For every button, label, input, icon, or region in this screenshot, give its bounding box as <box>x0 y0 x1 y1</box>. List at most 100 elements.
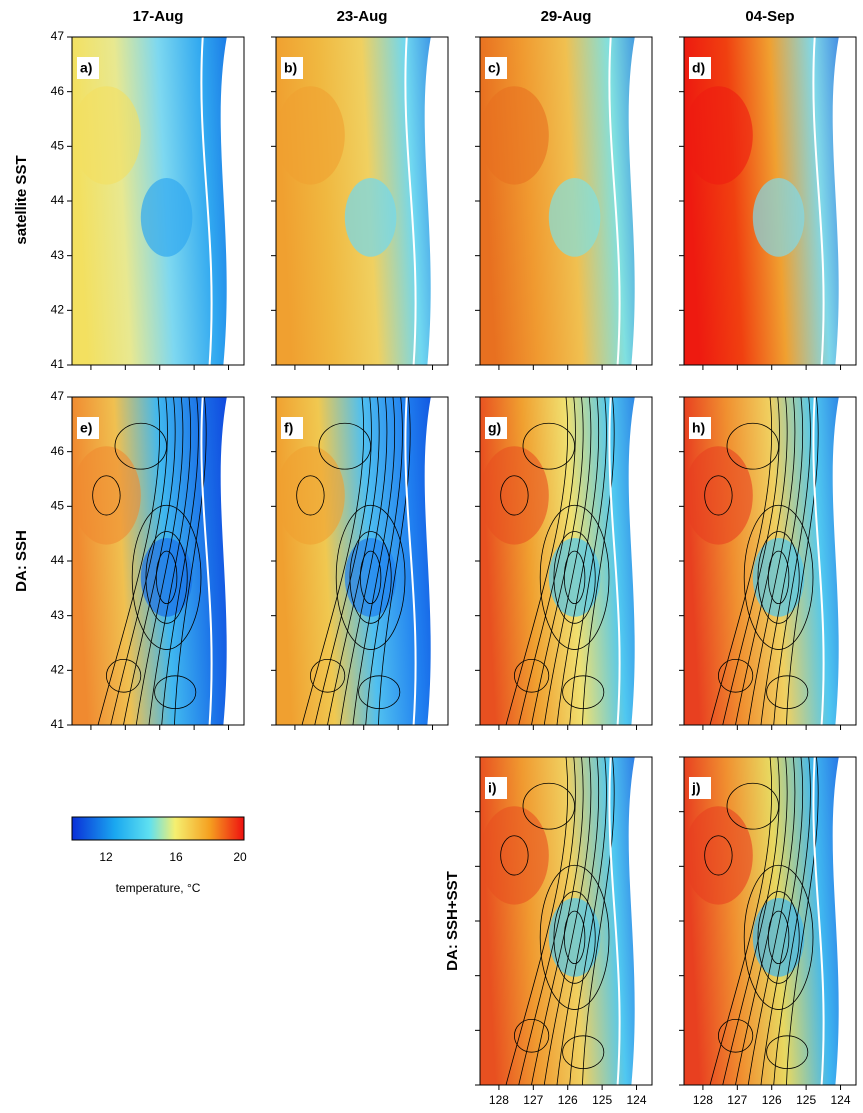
cold-eddy <box>548 538 601 617</box>
contour <box>327 397 380 725</box>
panel-label: e) <box>80 420 92 436</box>
x-tick-label: 125 <box>796 1093 816 1107</box>
y-tick-label: 41 <box>51 717 65 731</box>
contour <box>757 891 800 984</box>
contour <box>518 397 576 725</box>
cold-eddy <box>140 538 193 617</box>
coastline <box>200 397 213 725</box>
contour <box>513 1019 550 1053</box>
panel-label: g) <box>488 420 501 436</box>
contour <box>365 397 403 725</box>
x-tick-label: 126 <box>558 1093 578 1107</box>
contour <box>726 782 779 830</box>
warm-patch <box>72 86 141 185</box>
contour <box>114 422 167 470</box>
panel-label-box <box>485 417 507 439</box>
contour <box>709 397 773 725</box>
contour <box>556 397 600 725</box>
contour <box>704 475 733 516</box>
contour <box>563 550 586 605</box>
map-image <box>684 757 856 1085</box>
contour <box>513 658 550 693</box>
map-panel: a) 47 46 45 44 43 42 41 <box>51 29 245 371</box>
panel-label: a) <box>80 60 92 76</box>
contour <box>735 397 788 725</box>
contour <box>760 757 804 1085</box>
contour <box>760 397 804 725</box>
contour <box>145 531 188 624</box>
warm-patch <box>72 446 141 545</box>
cold-eddy <box>548 178 601 257</box>
contour <box>318 422 371 470</box>
contour <box>773 397 811 725</box>
panel-label: b) <box>284 60 297 76</box>
contour <box>522 782 575 830</box>
contour <box>135 397 184 725</box>
contour <box>155 550 178 605</box>
y-tick-label: 47 <box>51 29 65 43</box>
cold-eddy <box>344 538 397 617</box>
contour <box>722 397 780 725</box>
land <box>628 757 652 1085</box>
warm-patch <box>480 806 549 905</box>
contour <box>522 422 575 470</box>
map-image <box>72 397 244 725</box>
warm-patch <box>480 446 549 545</box>
y-tick-label: 46 <box>51 444 65 458</box>
x-tick-label: 127 <box>727 1093 747 1107</box>
colorbar-label: temperature, °C <box>116 881 201 895</box>
contour <box>335 504 406 650</box>
map-image <box>684 397 856 725</box>
y-tick-label: 45 <box>51 139 65 153</box>
panel-label: c) <box>488 60 500 76</box>
y-tick-label: 43 <box>51 248 65 262</box>
contour <box>743 504 814 650</box>
contour <box>500 835 529 876</box>
map-panel: j) 128 127 126 125 124 <box>679 756 857 1107</box>
y-tick-label: 46 <box>51 84 65 98</box>
contour <box>735 757 788 1085</box>
coastline <box>404 37 417 365</box>
contour <box>726 422 779 470</box>
panel-label-box <box>77 57 99 79</box>
cold-eddy <box>752 178 805 257</box>
contour <box>92 475 121 516</box>
colorbar-tick-label: 20 <box>233 850 247 864</box>
land <box>628 397 652 725</box>
y-tick-label: 42 <box>51 663 65 677</box>
row-title: satellite SST <box>13 155 30 244</box>
contour <box>709 757 773 1085</box>
coastline <box>812 397 825 725</box>
y-tick-label: 41 <box>51 357 65 371</box>
contour <box>767 910 790 965</box>
panel-label-box <box>689 777 711 799</box>
coastline <box>608 757 621 1085</box>
colorbar-tick-label: 12 <box>99 850 113 864</box>
panel-label: h) <box>692 420 705 436</box>
map-panel: h) <box>679 396 857 730</box>
land <box>220 37 244 365</box>
contour <box>97 397 161 725</box>
map-image <box>480 397 652 725</box>
x-tick-label: 126 <box>762 1093 782 1107</box>
column-title: 17-Aug <box>133 8 184 25</box>
contour <box>123 397 176 725</box>
warm-patch <box>684 86 753 185</box>
contour <box>339 397 388 725</box>
contour <box>531 397 584 725</box>
contour <box>569 397 607 725</box>
contour <box>569 757 607 1085</box>
x-tick-label: 128 <box>693 1093 713 1107</box>
contour <box>539 864 610 1010</box>
contour <box>747 757 796 1085</box>
contour <box>378 397 411 725</box>
cold-eddy <box>752 538 805 617</box>
land <box>832 37 856 365</box>
contour <box>500 475 529 516</box>
x-tick-label: 125 <box>592 1093 612 1107</box>
cold-eddy <box>752 898 805 977</box>
contour <box>301 397 365 725</box>
contour <box>553 531 596 624</box>
x-tick-label: 128 <box>489 1093 509 1107</box>
